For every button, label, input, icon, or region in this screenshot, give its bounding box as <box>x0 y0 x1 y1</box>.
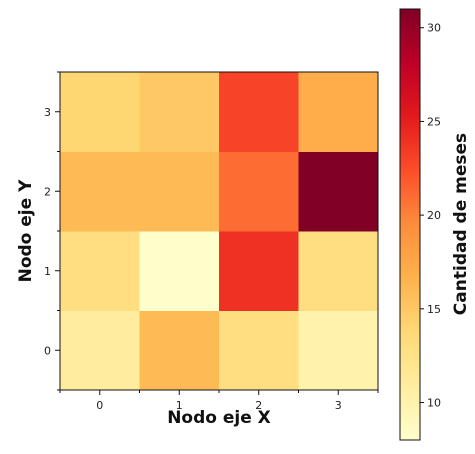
heatmap-cell <box>219 231 299 311</box>
x-tick-label: 1 <box>176 399 183 412</box>
heatmap-cell <box>139 72 220 152</box>
heatmap-cell <box>298 231 379 311</box>
x-tick-label: 3 <box>335 399 342 412</box>
heatmap-cell <box>139 310 220 391</box>
colorbar-tick-label: 20 <box>427 209 441 222</box>
heatmap-cell <box>60 310 140 391</box>
heatmap-cell <box>139 231 220 311</box>
heatmap-cell <box>298 310 379 391</box>
x-axis-title: Nodo eje X <box>167 408 271 428</box>
x-axis-ticks: 0 1 2 3 <box>59 390 379 412</box>
colorbar-tick-label: 30 <box>427 22 441 35</box>
y-tick-label: 0 <box>44 344 51 357</box>
heatmap-cells <box>60 72 379 391</box>
heatmap-cell <box>298 72 379 152</box>
colorbar-title: Cantidad de meses <box>451 133 471 315</box>
heatmap-cell <box>219 310 299 391</box>
colorbar-tick-label: 10 <box>427 397 441 410</box>
x-tick-label: 0 <box>96 399 103 412</box>
colorbar-tick-label: 25 <box>427 115 441 128</box>
y-tick-label: 1 <box>44 265 51 278</box>
heatmap-cell <box>219 151 299 232</box>
heatmap-cell <box>60 151 140 232</box>
y-tick-label: 3 <box>44 106 51 119</box>
colorbar-ticks: 10 15 20 25 30 <box>420 22 441 410</box>
heatmap-cell <box>219 72 299 152</box>
x-tick-label: 2 <box>255 399 262 412</box>
colorbar-tick-label: 15 <box>427 303 441 316</box>
colorbar <box>399 8 421 441</box>
heatmap-cell <box>298 151 379 232</box>
y-axis-title: Nodo eje Y <box>16 179 36 282</box>
heatmap-cell <box>60 231 140 311</box>
heatmap-cell <box>139 151 220 232</box>
y-tick-label: 2 <box>44 185 51 198</box>
y-axis-ticks: 0 1 2 3 <box>44 71 60 391</box>
heatmap-cell <box>60 72 140 152</box>
